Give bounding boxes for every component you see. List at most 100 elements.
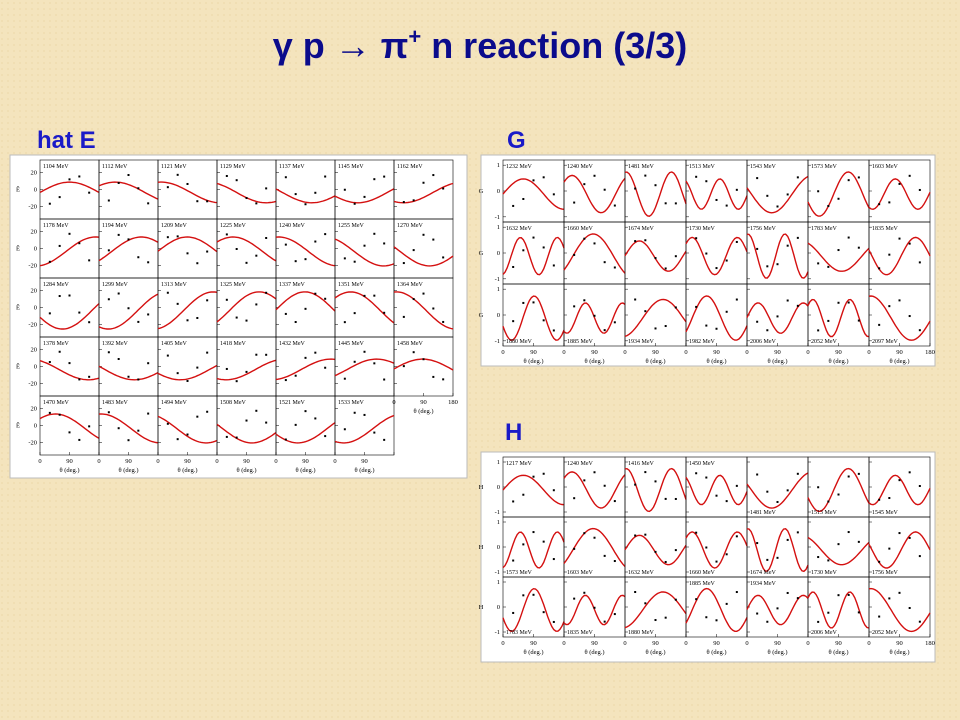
energy-label: 1270 MeV [397, 223, 423, 229]
data-point [695, 598, 698, 601]
data-point [725, 602, 728, 605]
data-point [654, 327, 657, 330]
data-point [857, 611, 860, 614]
data-point [314, 417, 317, 420]
y-tick-label: -20 [28, 203, 37, 210]
data-point [634, 240, 637, 243]
data-point [705, 476, 708, 479]
data-point [383, 311, 386, 314]
data-point [857, 472, 860, 475]
data-point [776, 607, 779, 610]
data-point [186, 182, 189, 185]
energy-label: 1418 MeV [220, 341, 246, 347]
data-point [373, 431, 376, 434]
data-point [412, 199, 415, 202]
x-tick-label: 0 [806, 349, 809, 356]
x-tick-label: 180 [925, 640, 935, 647]
energy-label: 1445 MeV [338, 341, 364, 347]
data-point [176, 438, 179, 441]
data-point [422, 233, 425, 236]
energy-label: 1337 MeV [279, 282, 305, 288]
y-tick-label: -20 [28, 262, 37, 269]
data-point [837, 301, 840, 304]
data-point [166, 422, 169, 425]
fit-curve [157, 236, 218, 253]
energy-label: 1783 MeV [811, 226, 837, 232]
data-point [613, 500, 616, 503]
energy-label: 1209 MeV [161, 223, 187, 229]
x-tick-label: 0 [867, 640, 870, 647]
data-point [304, 258, 307, 261]
y-tick-label: 0 [497, 604, 500, 611]
data-point [837, 543, 840, 546]
data-point [552, 193, 555, 196]
energy-label: 1660 MeV [567, 226, 593, 232]
data-point [284, 243, 287, 246]
data-point [878, 323, 881, 326]
fit-curve [334, 414, 395, 444]
data-point [324, 366, 327, 369]
data-point [88, 259, 91, 262]
data-point [343, 321, 346, 324]
data-point [654, 550, 657, 553]
data-point [304, 356, 307, 359]
data-point [166, 354, 169, 357]
data-point [766, 265, 769, 268]
data-point [827, 319, 830, 322]
y-axis-label: H [479, 484, 484, 491]
x-axis-label: θ (deg.) [59, 467, 79, 474]
x-tick-label: 0 [684, 349, 687, 356]
data-point [324, 435, 327, 438]
fit-curve [746, 528, 809, 573]
energy-label: 1674 MeV [628, 226, 654, 232]
data-point [206, 351, 209, 354]
data-point [166, 236, 169, 239]
data-point [583, 532, 586, 535]
data-point [888, 305, 891, 308]
data-point [363, 244, 366, 247]
data-point [265, 187, 268, 190]
data-point [644, 533, 647, 536]
data-point [412, 351, 415, 354]
data-point [613, 204, 616, 207]
data-point [918, 329, 921, 332]
data-point [512, 500, 515, 503]
data-point [705, 546, 708, 549]
y-tick-label: -20 [28, 439, 37, 446]
data-point [324, 297, 327, 300]
data-point [176, 302, 179, 305]
y-tick-label: 1 [497, 459, 500, 466]
data-point [255, 202, 258, 205]
data-point [715, 494, 718, 497]
fit-curve [868, 587, 931, 633]
energy-label: 1284 MeV [43, 282, 69, 288]
data-point [857, 176, 860, 179]
slide-title: γ p → π+ n reaction (3/3) [273, 24, 688, 66]
fit-curve [334, 188, 395, 204]
data-point [532, 593, 535, 596]
data-point [353, 411, 356, 414]
data-point [225, 298, 228, 301]
data-point [265, 353, 268, 356]
data-point [383, 438, 386, 441]
data-point [786, 489, 789, 492]
energy-label: 1513 MeV [689, 164, 715, 170]
y-tick-label: 0 [497, 484, 500, 491]
energy-label: 1730 MeV [689, 226, 715, 232]
fit-curve [746, 302, 809, 334]
x-tick-label: 90 [652, 349, 659, 356]
data-point [512, 320, 515, 323]
data-point [654, 619, 657, 622]
data-point [593, 536, 596, 539]
y-tick-label: 1 [497, 224, 500, 231]
energy-label: 1880 MeV [506, 339, 532, 345]
data-point [776, 315, 779, 318]
energy-label: 1756 MeV [872, 570, 898, 576]
data-point [402, 262, 405, 265]
data-point [127, 238, 130, 241]
energy-label: 1674 MeV [750, 570, 776, 576]
fit-curve [807, 591, 870, 629]
energy-label: 1880 MeV [628, 630, 654, 636]
data-point [888, 547, 891, 550]
fit-curve [563, 527, 626, 568]
